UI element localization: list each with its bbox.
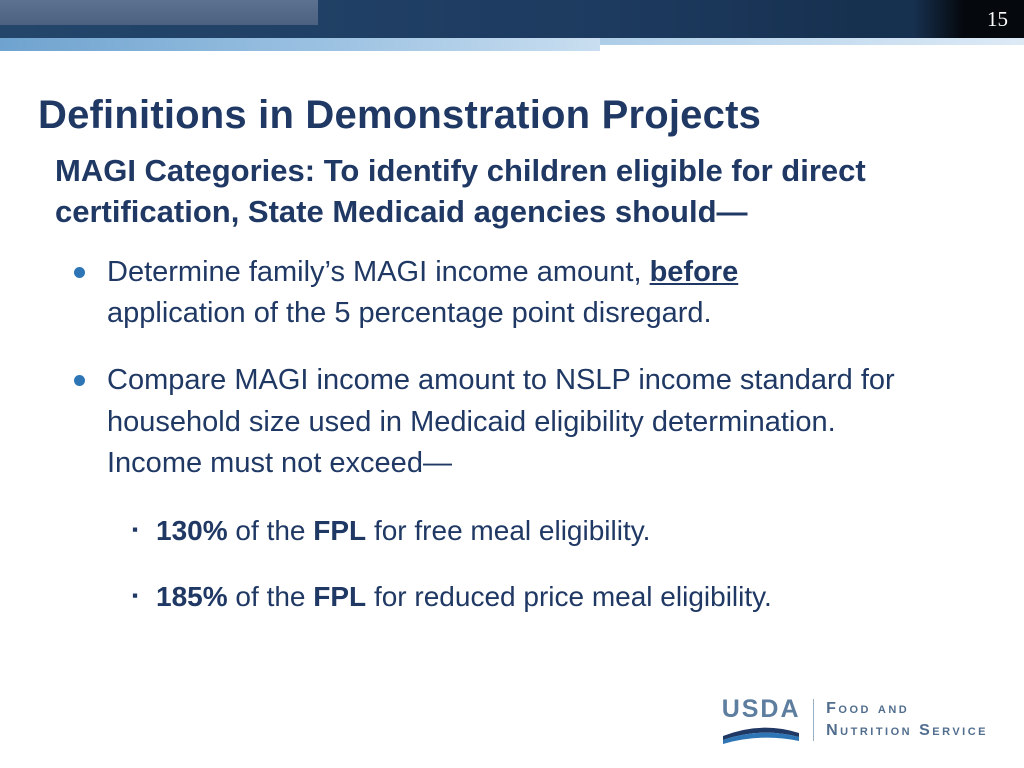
usda-wordmark-block: USDA <box>721 695 801 744</box>
sub1-fpl: FPL <box>313 514 367 546</box>
sub-bullet-item-1: ▪ 130% of the FPL for free meal eligibil… <box>132 512 970 550</box>
fns-label-line1: Food and <box>826 699 910 717</box>
sub-bullet-text-1: 130% of the FPL for free meal eligibilit… <box>156 512 650 550</box>
accent-stripe-thick <box>0 38 600 51</box>
header-dark-corner <box>914 0 1024 38</box>
page-number: 15 <box>987 7 1008 31</box>
usda-swoosh-icon <box>723 727 800 744</box>
bullet-item-1: Determine family’s MAGI income amount, b… <box>70 252 970 334</box>
bullet-list: Determine family’s MAGI income amount, b… <box>70 252 970 615</box>
bullet-item-2: Compare MAGI income amount to NSLP incom… <box>70 360 970 484</box>
bullet-text-1: Determine family’s MAGI income amount, b… <box>107 252 738 334</box>
bullet-text-2: Compare MAGI income amount to NSLP incom… <box>107 364 895 479</box>
sub1-post: for free meal eligibility. <box>366 514 651 546</box>
bullet1-post: application of the 5 percentage point di… <box>107 297 712 330</box>
square-bullet-icon: ▪ <box>132 585 139 605</box>
bullet1-pre: Determine family’s MAGI income amount, <box>107 256 650 288</box>
header-slate-block <box>0 0 318 25</box>
sub2-mid: of the <box>227 580 314 612</box>
intro-rest: : To identify children eligible for dire… <box>55 153 866 230</box>
intro-lead: MAGI Categories <box>55 153 305 188</box>
intro-paragraph: MAGI Categories: To identify children el… <box>55 150 945 232</box>
usda-fns-logo: USDA Food and Nutrition Service <box>721 695 988 744</box>
sub2-percent: 185% <box>156 580 228 612</box>
logo-divider <box>813 698 815 741</box>
bullet1-emphasis: before <box>649 256 739 288</box>
sub-bullet-item-2: ▪ 185% of the FPL for reduced price meal… <box>132 578 970 616</box>
round-bullet-icon <box>74 267 85 278</box>
sub-bullet-text-2: 185% of the FPL for reduced price meal e… <box>156 578 772 616</box>
sub1-percent: 130% <box>156 514 228 546</box>
fns-label: Food and Nutrition Service <box>826 698 988 741</box>
sub1-mid: of the <box>227 514 314 546</box>
sub2-post: for reduced price meal eligibility. <box>366 580 772 612</box>
fns-label-line2: Nutrition Service <box>826 721 988 739</box>
round-bullet-icon <box>74 375 85 387</box>
usda-wordmark: USDA <box>721 695 801 723</box>
slide-title: Definitions in Demonstration Projects <box>38 92 762 137</box>
square-bullet-icon: ▪ <box>132 519 139 539</box>
sub2-fpl: FPL <box>313 580 367 612</box>
